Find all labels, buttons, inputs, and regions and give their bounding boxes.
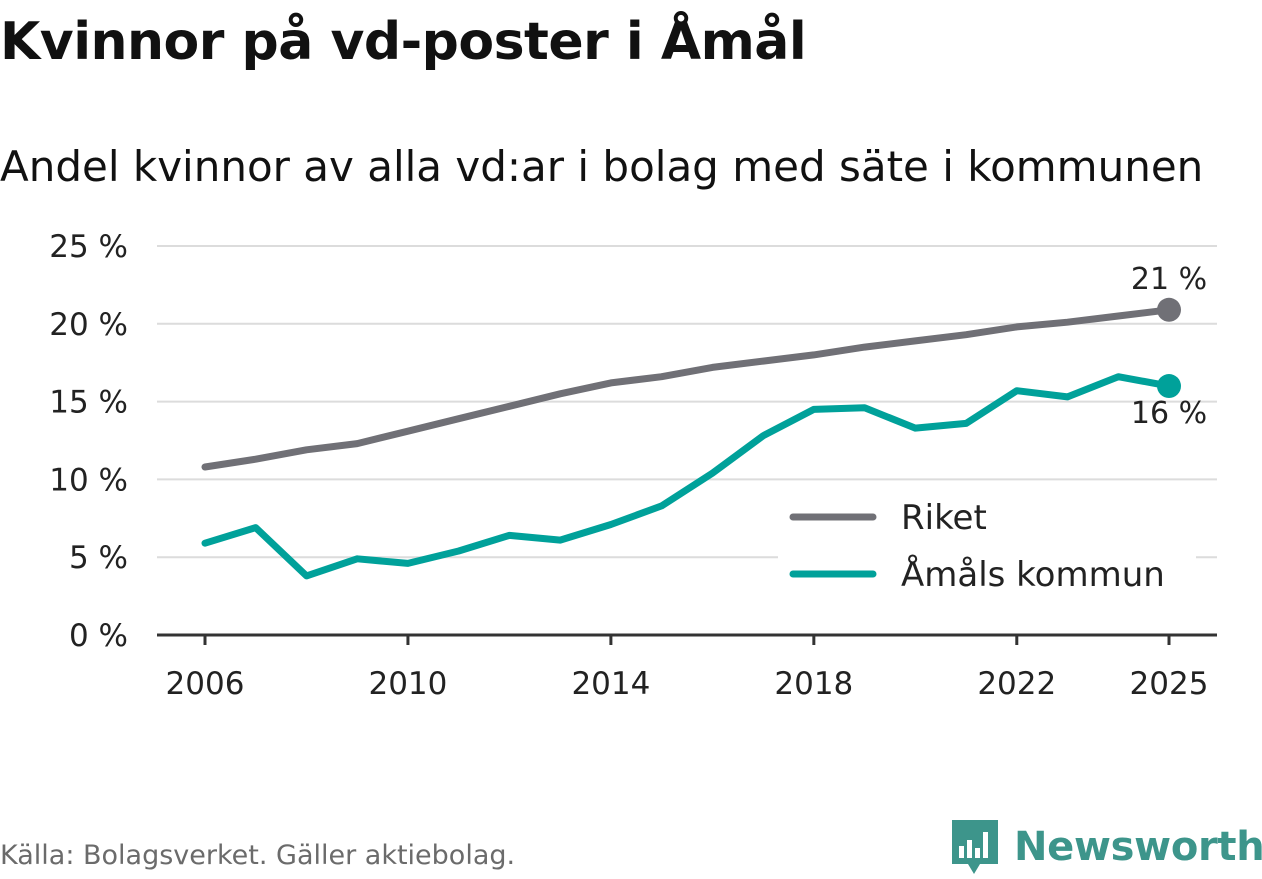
y-tick-label: 15 % [49, 385, 128, 421]
chart-title: Kvinnor på vd-poster i Åmål [0, 12, 807, 72]
x-tick-label: 2006 [166, 666, 245, 702]
series-line-amal [201, 373, 1173, 580]
legend-label-amal: Åmåls kommun [901, 554, 1165, 595]
x-tick-label: 2010 [368, 666, 447, 702]
legend-label-riket: Riket [901, 498, 987, 538]
series-line-riket [201, 306, 1173, 471]
series-end-point-amal [1157, 374, 1181, 399]
newsworthy-logo-icon [952, 820, 998, 874]
series-end-label-riket: 21 % [1131, 262, 1207, 297]
brand-name: Newsworthy [1014, 824, 1262, 870]
x-tick-label: 2014 [571, 666, 650, 702]
legend-box [778, 490, 1196, 600]
y-tick-label: 10 % [49, 462, 128, 498]
chart-subtitle: Andel kvinnor av alla vd:ar i bolag med … [0, 142, 1204, 191]
y-tick-label: 20 % [49, 307, 128, 343]
x-tick-label: 2018 [774, 666, 853, 702]
series-end-point-riket [1157, 297, 1181, 322]
x-tick-label: 2025 [1130, 666, 1209, 702]
newsworthy-logo: Newsworthy [950, 818, 1262, 876]
y-tick-label: 5 % [69, 540, 128, 576]
series-end-label-amal: 16 % [1131, 396, 1207, 431]
y-tick-label: 25 % [49, 229, 128, 265]
source-note: Källa: Bolagsverket. Gäller aktiebolag. [0, 840, 516, 871]
y-tick-label: 0 % [69, 618, 128, 654]
x-tick-label: 2022 [977, 666, 1056, 702]
